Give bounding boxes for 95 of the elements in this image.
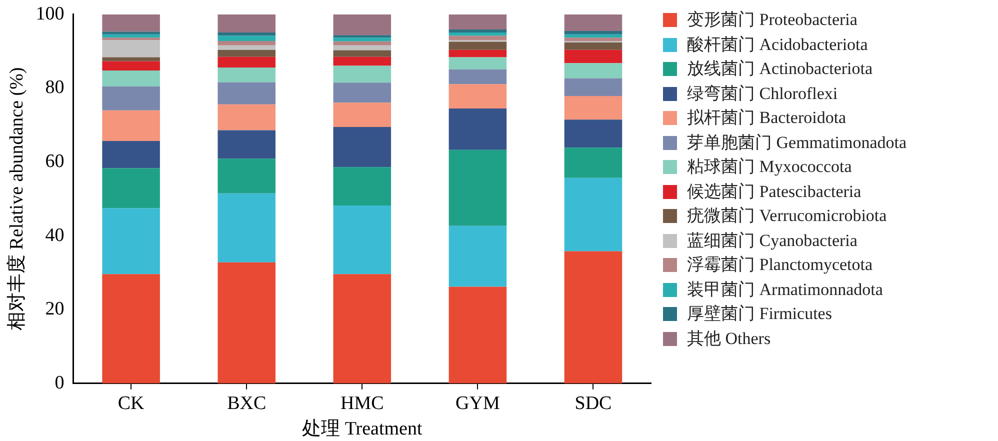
bar <box>102 140 160 168</box>
bar <box>564 34 622 38</box>
legend-label: 蓝细菌门 Cyanobacteria <box>687 230 858 252</box>
legend-label: 其他 Others <box>687 328 771 350</box>
y-tick-label: 100 <box>36 3 64 24</box>
bar <box>333 102 392 127</box>
bar <box>564 96 622 120</box>
legend-label: 粘球菌门 Myxococcota <box>687 156 852 178</box>
bar <box>333 38 392 42</box>
legend-label: 疣微菌门 Verrucomicrobiota <box>687 205 887 227</box>
bar <box>333 56 392 66</box>
bar <box>218 104 276 130</box>
bar <box>564 14 622 32</box>
bar <box>448 32 507 36</box>
y-tick-label: 20 <box>45 298 64 320</box>
bar <box>218 130 276 159</box>
bar <box>333 35 392 38</box>
bar <box>218 32 276 36</box>
x-tick-label: BXC <box>227 392 266 414</box>
bar <box>102 86 160 110</box>
x-tick-label: CK <box>118 392 145 414</box>
bar <box>564 38 622 41</box>
bar <box>564 50 622 64</box>
legend-label: 绿弯菌门 Chloroflexi <box>687 82 838 104</box>
legend-label: 厚壁菌门 Firmicutes <box>687 303 832 325</box>
bar <box>448 84 507 108</box>
bar <box>564 42 622 50</box>
bar <box>333 82 392 103</box>
bar <box>102 61 160 70</box>
y-tick-label: 0 <box>54 372 64 394</box>
bar <box>218 14 276 32</box>
bar <box>218 158 276 194</box>
bar <box>102 110 160 141</box>
bar <box>564 120 622 148</box>
y-tick-label: 60 <box>45 150 64 172</box>
bar <box>102 57 160 62</box>
legend-label: 浮霉菌门 Planctomycetota <box>687 254 873 276</box>
bar <box>333 66 392 83</box>
bar <box>448 36 507 40</box>
bar <box>102 14 160 32</box>
bar <box>218 68 276 82</box>
bar <box>102 40 160 58</box>
bar <box>218 36 276 41</box>
x-tick-label: HMC <box>340 392 384 414</box>
bar <box>448 69 507 84</box>
y-tick-label: 40 <box>45 224 64 246</box>
bar <box>102 208 160 274</box>
legend-label: 候选菌门 Patescibacteria <box>687 180 862 202</box>
bar <box>564 251 622 384</box>
legend-label: 放线菌门 Actinobacteriota <box>687 58 873 80</box>
x-tick-label: SDC <box>574 392 612 414</box>
bar <box>333 206 392 274</box>
bar <box>448 150 507 226</box>
legend-label: 酸杆菌门 Acidobacteriota <box>687 34 868 56</box>
bar <box>102 274 160 384</box>
bar <box>102 34 160 38</box>
bar <box>448 108 507 150</box>
bar <box>102 38 160 40</box>
x-axis-title: 处理 Treatment <box>302 418 423 440</box>
x-tick-label: GYM <box>456 392 500 414</box>
bar <box>333 167 392 206</box>
bar <box>102 32 160 34</box>
y-axis-title: 相对丰度 Relative abundance (%) <box>5 67 28 331</box>
bar <box>448 30 507 32</box>
bar <box>564 178 622 252</box>
bar <box>333 14 392 36</box>
y-tick-label: 80 <box>45 77 64 98</box>
bar <box>218 82 276 104</box>
bar <box>448 286 507 384</box>
bar <box>564 148 622 178</box>
bar <box>218 56 276 68</box>
bar <box>333 41 392 46</box>
legend-label: 芽单胞菌门 Gemmatimonadota <box>687 132 907 154</box>
legend-label: 拟杆菌门 Bacteroidota <box>687 107 846 129</box>
bar <box>102 70 160 86</box>
bar <box>448 50 507 58</box>
bar <box>448 14 507 30</box>
bar <box>333 126 392 168</box>
bar <box>564 78 622 96</box>
bar <box>564 63 622 78</box>
bar <box>448 226 507 287</box>
bar <box>218 193 276 262</box>
bar <box>448 42 507 50</box>
bar <box>564 31 622 34</box>
legend-label: 装甲菌门 Armatimonnadota <box>687 278 883 300</box>
bar <box>448 57 507 70</box>
bar <box>218 45 276 50</box>
bar <box>333 45 392 50</box>
bar <box>218 262 276 384</box>
bar <box>333 274 392 384</box>
bar <box>218 50 276 57</box>
bar <box>333 50 392 57</box>
bar <box>218 40 276 46</box>
bar <box>102 168 160 208</box>
legend-label: 变形菌门 Proteobacteria <box>687 9 858 31</box>
